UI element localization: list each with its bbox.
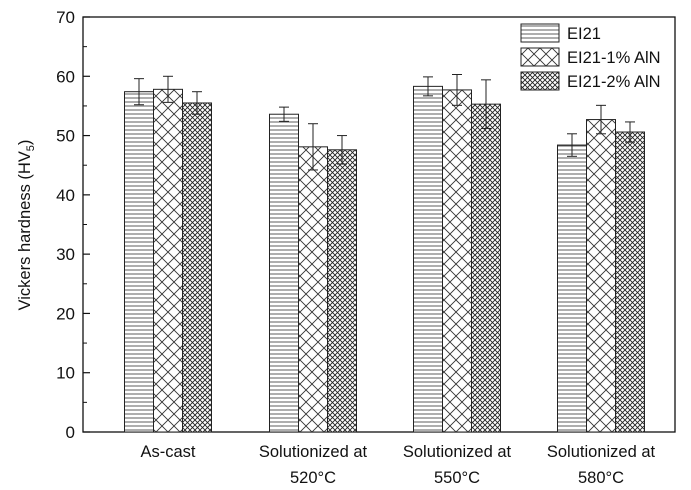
y-tick-label: 30 — [56, 245, 75, 264]
y-axis-title-close: ) — [16, 140, 34, 146]
legend-label: EI21-1% AlN — [567, 49, 661, 67]
bar-horizontal-lines — [413, 85, 443, 433]
y-tick-label: 70 — [56, 8, 75, 27]
legend-label: EI21-2% AlN — [567, 73, 661, 91]
bar-dense-crosshatch — [615, 131, 645, 433]
y-tick-label: 10 — [56, 364, 75, 383]
legend-swatch — [520, 23, 560, 43]
bar-crosshatch — [298, 146, 328, 433]
y-tick-label: 60 — [56, 67, 75, 86]
bar-horizontal-lines — [269, 113, 299, 433]
legend-label: EI21 — [567, 25, 601, 43]
y-tick-label: 50 — [56, 127, 75, 146]
bar-dense-crosshatch — [327, 149, 357, 433]
x-category-label: Solutionized at — [547, 443, 656, 461]
x-category-label-line2: 550°C — [434, 469, 480, 487]
x-category-label: Solutionized at — [259, 443, 368, 461]
y-tick-label: 0 — [66, 423, 75, 442]
bar-crosshatch — [442, 89, 472, 433]
bar-horizontal-lines — [557, 144, 587, 433]
y-axis-title-subscript: 5 — [25, 145, 37, 151]
x-category-label-line2: 580°C — [578, 469, 624, 487]
plot-area: 0 10 20 30 40 50 60 70 As-cast Solutionized at 520… — [56, 8, 676, 487]
y-axis-title: Vickers hardness (HV5) — [16, 140, 37, 311]
y-axis-title-main: Vickers hardness (HV — [16, 151, 34, 310]
bar-crosshatch — [586, 119, 616, 433]
bar-dense-crosshatch — [182, 102, 212, 433]
bar-horizontal-lines — [124, 91, 154, 433]
y-tick-label: 20 — [56, 304, 75, 323]
legend-swatch — [520, 71, 560, 91]
x-category-label-line2: 520°C — [290, 469, 336, 487]
legend-swatch — [520, 47, 560, 67]
bar-crosshatch — [153, 88, 183, 433]
x-category-label: Solutionized at — [403, 443, 512, 461]
y-tick-label: 40 — [56, 186, 75, 205]
bar-dense-crosshatch — [471, 103, 501, 433]
x-category-label: As-cast — [140, 443, 195, 461]
